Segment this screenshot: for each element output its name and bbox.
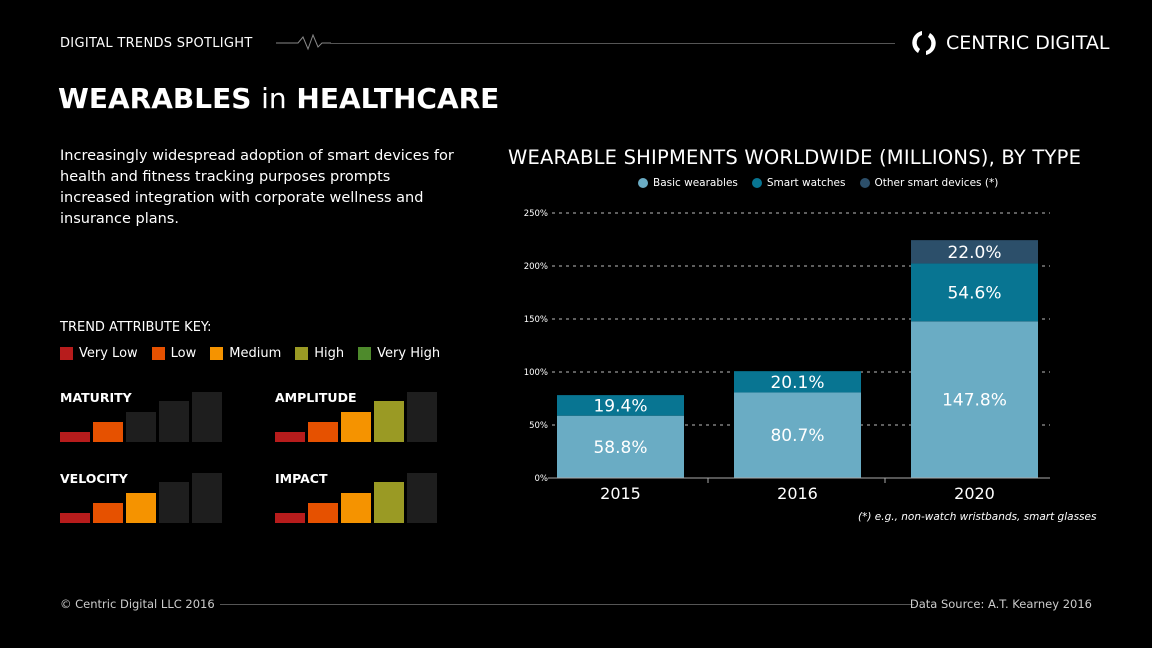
y-tick-label: 150% [524,315,548,325]
logo-icon [912,31,936,55]
legend-item: Other smart devices (*) [859,177,999,189]
attribute-label: AMPLITUDE [275,390,357,405]
bar-segment [734,392,861,478]
level-bar [192,473,222,523]
bar-segment [734,371,861,393]
level-bar [93,503,123,523]
description: Increasingly widespread adoption of smar… [60,148,454,227]
chart-title: WEARABLE SHIPMENTS WORLDWIDE (MILLIONS),… [508,146,1082,169]
trend-key-legend: Very Low Low Medium High Very High [60,346,440,361]
x-tick-label: 2015 [600,484,641,503]
bar-segment [911,263,1038,322]
y-tick-label: 100% [524,368,548,378]
level-bar [341,412,371,442]
trend-key-title: TREND ATTRIBUTE KEY: [60,320,212,335]
data-label: 20.1% [770,373,824,393]
data-label: 147.8% [942,391,1007,411]
data-label: 54.6% [947,283,1001,303]
title-part: WEARABLES [58,82,252,115]
copyright: © Centric Digital LLC 2016 [60,597,215,611]
level-bar [341,493,371,523]
y-tick-label: 0% [535,474,549,484]
key-label: Very Low [79,346,138,361]
data-label: 80.7% [770,426,824,446]
y-tick-label: 250% [524,209,548,219]
level-bar [60,432,90,442]
x-tick-label: 2020 [954,484,995,503]
level-bar [126,493,156,523]
pulse-icon [276,34,331,51]
title-part: HEALTHCARE [296,82,500,115]
y-tick-label: 200% [524,262,548,272]
level-bar [275,513,305,523]
bar-segment [557,395,684,416]
x-tick-label: 2016 [777,484,818,503]
level-bar [407,473,437,523]
level-bar [374,482,404,523]
legend-dot [859,178,870,188]
key-swatch [151,347,165,360]
chart-legend: Basic wearables Smart watches Other smart … [638,177,998,189]
legend-item: Basic wearables [638,177,738,189]
brand-name: CENTRIC DIGITAL [946,32,1110,54]
chart-footnote: (*) e.g., non-watch wristbands, smart gl… [858,511,1097,523]
level-bar [192,392,222,442]
attribute-label: VELOCITY [60,471,128,486]
key-item: High [295,346,344,361]
section-label: DIGITAL TRENDS SPOTLIGHT [60,36,253,51]
legend-dot [638,178,648,188]
key-swatch [210,347,224,360]
legend-label: Smart watches [766,177,846,189]
divider [330,43,895,44]
page-title: WEARABLES in HEALTHCARE [58,82,499,115]
level-bar [159,482,189,523]
data-source: Data Source: A.T. Kearney 2016 [909,597,1092,611]
level-bar [275,432,305,442]
level-bar [60,513,90,523]
key-swatch [295,347,309,360]
title-part: in [261,82,287,115]
stacked-bar-chart: 0% 50% 100% 150% 200% 250% 58.8% 19.4% 2015 80.7%… [524,209,1050,503]
attribute-label: IMPACT [275,471,328,486]
data-label: 58.8% [593,438,647,458]
data-label: 19.4% [593,396,647,416]
bar-segment [557,415,684,478]
data-label: 22.0% [947,243,1001,263]
brand-logo: CENTRIC DIGITAL [910,29,1109,57]
key-item: Medium [210,346,281,361]
key-label: Low [170,346,197,361]
key-label: Very High [377,346,441,361]
level-bar [407,392,437,442]
y-tick-label: 50% [529,421,548,431]
key-item: Very High [358,346,440,361]
key-item: Low [151,346,197,361]
legend-label: Other smart devices (*) [874,177,999,189]
attribute-label: MATURITY [60,390,132,405]
level-bar [308,422,338,442]
legend-item: Smart watches [751,177,846,189]
legend-dot [751,178,762,188]
level-bar [159,401,189,442]
level-bar [308,503,338,523]
key-label: Medium [229,346,282,361]
level-bar [374,401,404,442]
level-bar [93,422,123,442]
key-item: Very Low [60,346,138,361]
key-swatch [358,347,372,360]
legend-label: Basic wearables [653,177,738,189]
key-swatch [60,347,73,360]
divider [220,604,914,605]
key-label: High [314,346,345,361]
bar-segment [911,240,1038,264]
level-bar [126,412,156,442]
bar-segment [911,321,1038,478]
